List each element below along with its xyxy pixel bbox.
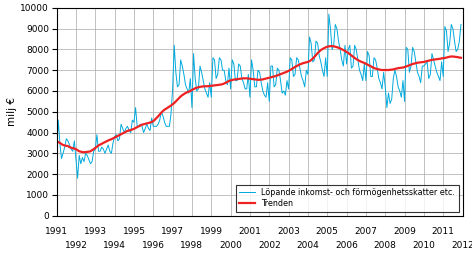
- Text: 1998: 1998: [180, 241, 203, 250]
- Trenden: [81, 151, 87, 154]
- Text: 2012: 2012: [451, 241, 472, 250]
- Trenden: [458, 56, 464, 59]
- Text: 1995: 1995: [122, 227, 145, 236]
- Trenden: [452, 55, 457, 58]
- Löpande inkomst- och förmögenhetsskatter etc.: [313, 39, 319, 43]
- Löpande inkomst- och förmögenhetsskatter etc.: [452, 39, 457, 43]
- Text: 1999: 1999: [200, 227, 223, 236]
- Text: 1996: 1996: [142, 241, 165, 250]
- Text: 2010: 2010: [413, 241, 435, 250]
- Legend: Löpande inkomst- och förmögenhetsskatter etc., Trenden: Löpande inkomst- och förmögenhetsskatter…: [236, 185, 458, 212]
- Text: 1993: 1993: [84, 227, 107, 236]
- Trenden: [328, 44, 333, 48]
- Line: Trenden: Trenden: [57, 46, 461, 152]
- Text: 1992: 1992: [65, 241, 87, 250]
- Text: 2002: 2002: [258, 241, 281, 250]
- Text: 1991: 1991: [45, 227, 68, 236]
- Löpande inkomst- och förmögenhetsskatter etc.: [340, 64, 346, 68]
- Trenden: [340, 48, 346, 52]
- Text: 2009: 2009: [393, 227, 416, 236]
- Y-axis label: milj €: milj €: [8, 97, 17, 126]
- Trenden: [176, 97, 182, 100]
- Text: 2011: 2011: [432, 227, 455, 236]
- Löpande inkomst- och förmögenhetsskatter etc.: [458, 23, 464, 26]
- Text: 1997: 1997: [161, 227, 184, 236]
- Text: 2001: 2001: [238, 227, 261, 236]
- Löpande inkomst- och förmögenhetsskatter etc.: [378, 81, 383, 84]
- Text: 2008: 2008: [374, 241, 396, 250]
- Text: 2004: 2004: [296, 241, 319, 250]
- Trenden: [313, 53, 319, 57]
- Line: Löpande inkomst- och förmögenhetsskatter etc.: Löpande inkomst- och förmögenhetsskatter…: [57, 14, 461, 178]
- Text: 1994: 1994: [103, 241, 126, 250]
- Trenden: [54, 141, 59, 145]
- Text: 2000: 2000: [219, 241, 242, 250]
- Text: 2006: 2006: [335, 241, 358, 250]
- Trenden: [62, 144, 67, 147]
- Löpande inkomst- och förmögenhetsskatter etc.: [326, 13, 332, 16]
- Löpande inkomst- och förmögenhetsskatter etc.: [54, 151, 59, 154]
- Löpande inkomst- och förmögenhetsskatter etc.: [176, 83, 182, 86]
- Text: 2003: 2003: [277, 227, 300, 236]
- Text: 2005: 2005: [316, 227, 339, 236]
- Löpande inkomst- och förmögenhetsskatter etc.: [75, 177, 80, 180]
- Trenden: [378, 68, 383, 71]
- Löpande inkomst- och förmögenhetsskatter etc.: [62, 145, 67, 149]
- Text: 2007: 2007: [354, 227, 377, 236]
